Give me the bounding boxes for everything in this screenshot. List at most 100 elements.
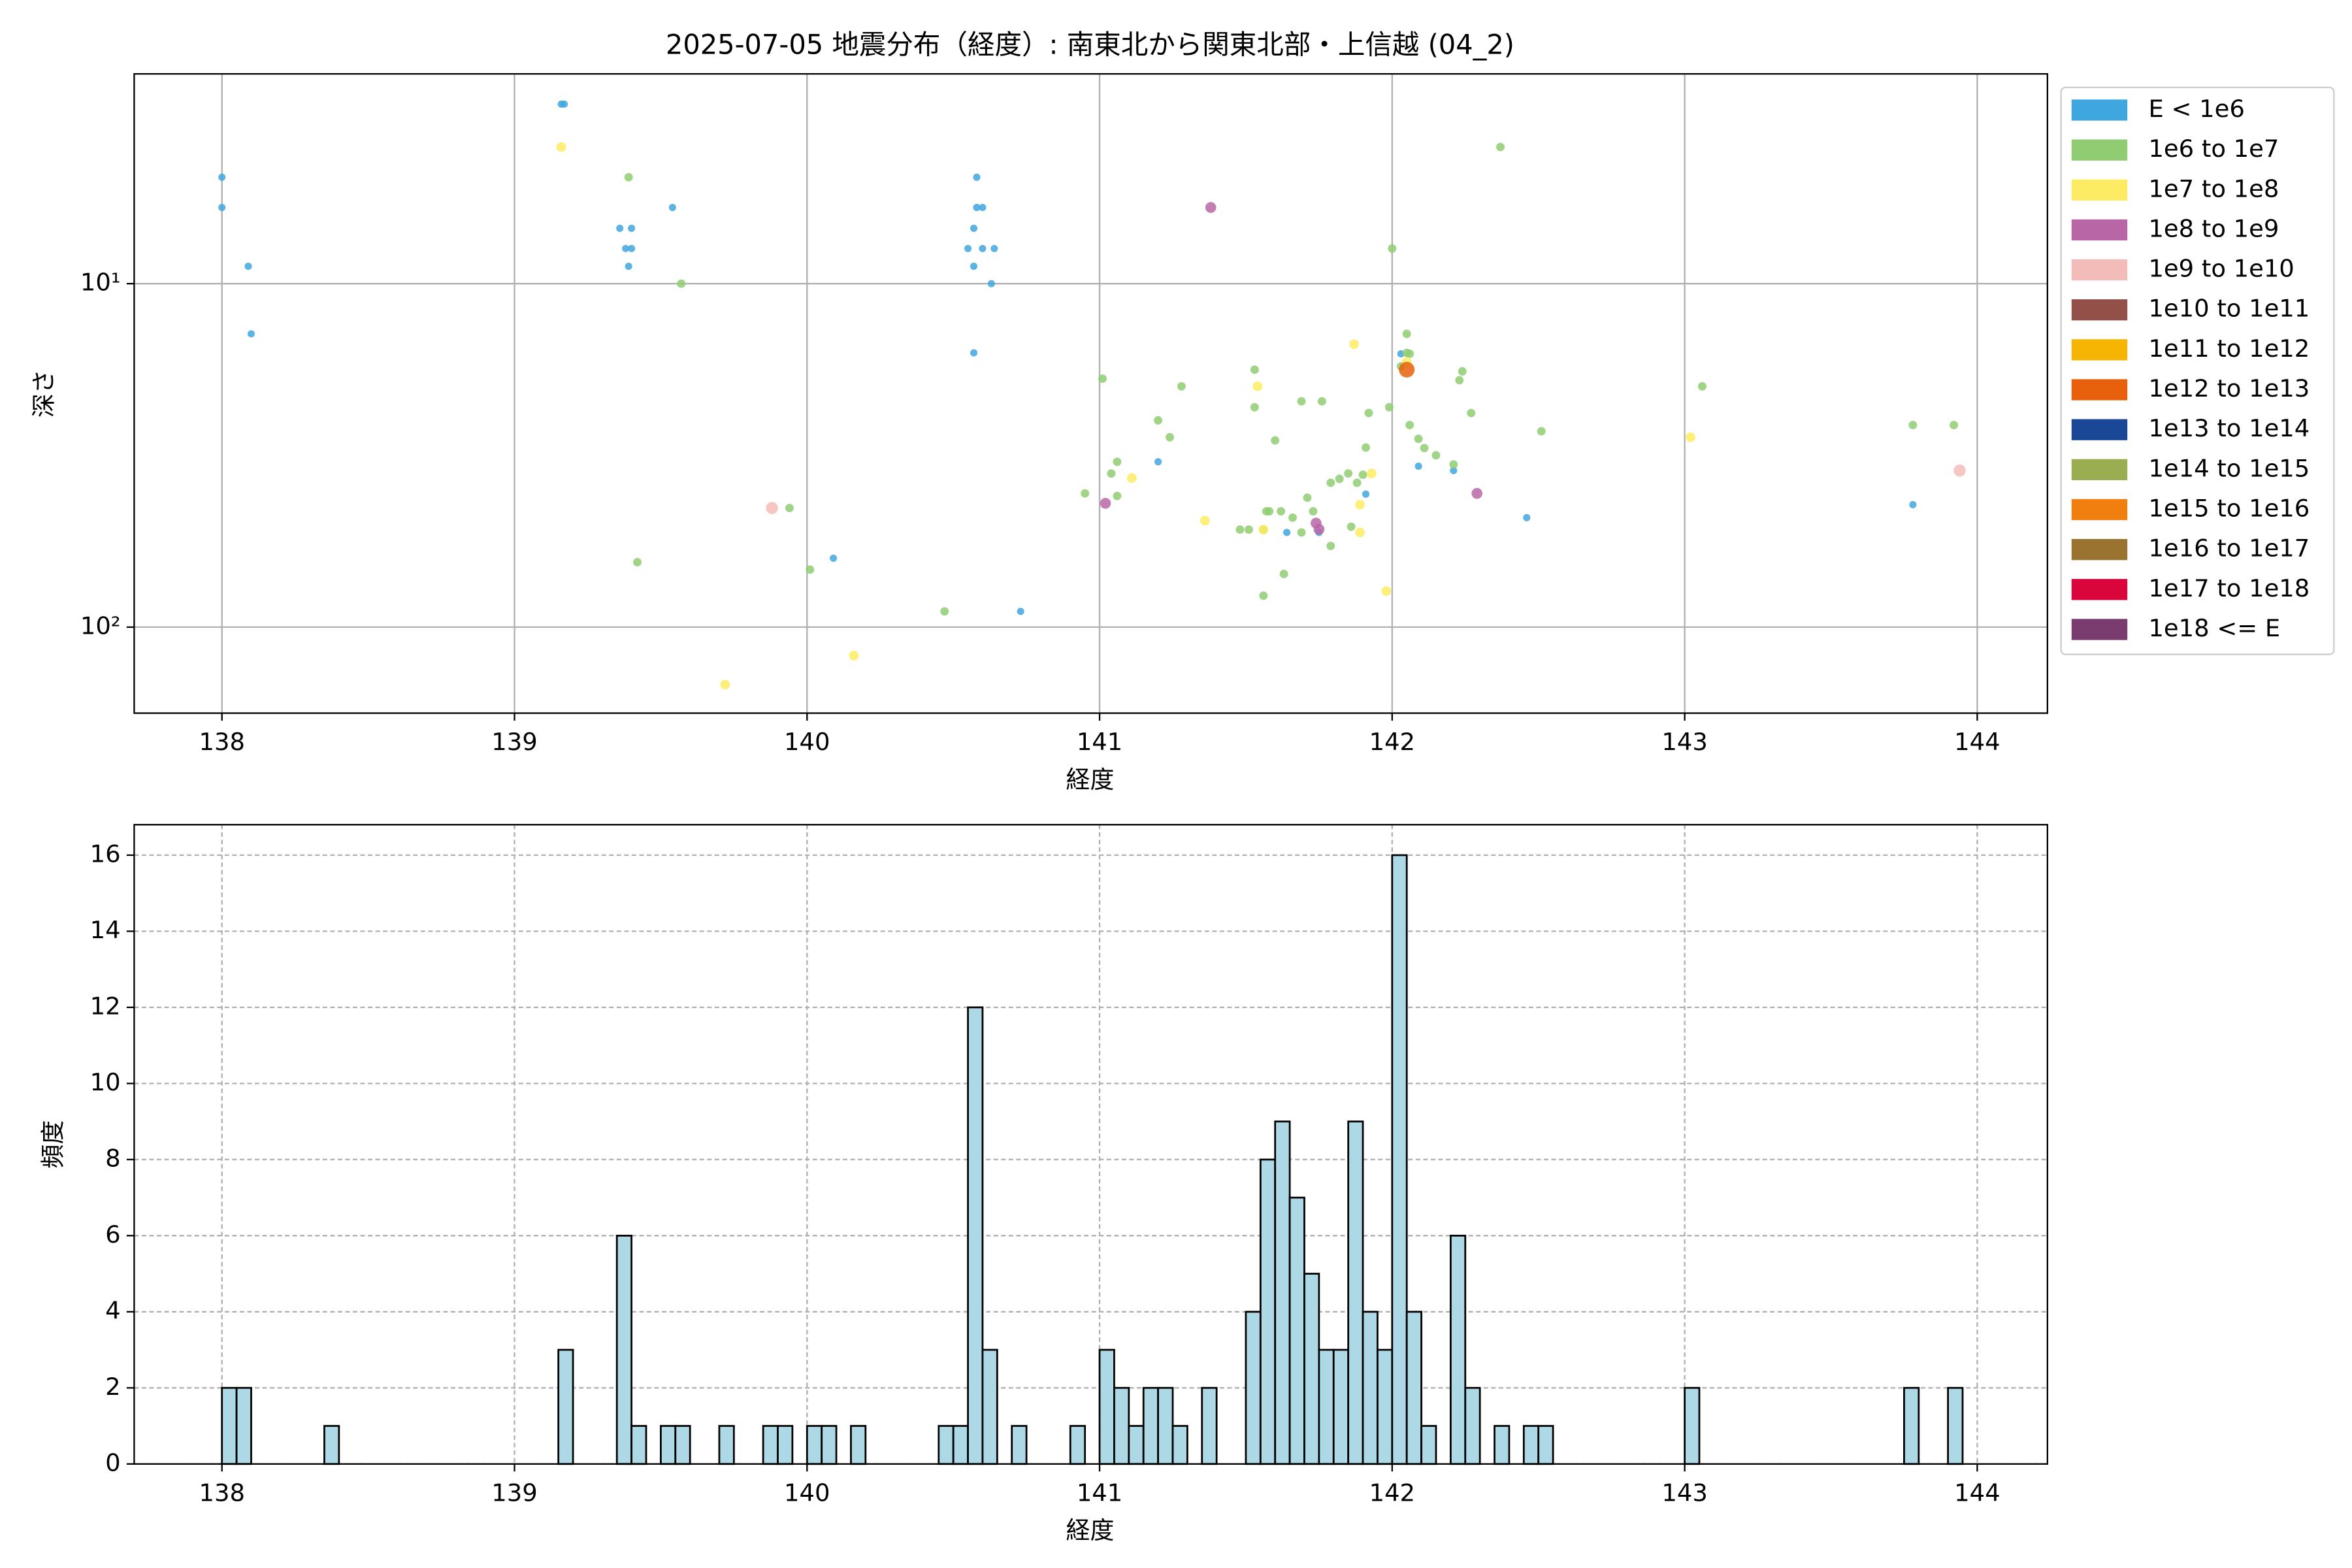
scatter-point (964, 244, 972, 252)
histogram-bar (1069, 1425, 1086, 1465)
scatter-point (1381, 586, 1392, 596)
scatter-point (1335, 474, 1344, 483)
scatter-point (1384, 402, 1394, 412)
scatter-point (1362, 443, 1370, 452)
scatter-point (1235, 525, 1245, 534)
y-tick-label: 14 (90, 916, 121, 944)
scatter-point (979, 204, 987, 212)
x-tick-label: 139 (491, 728, 537, 756)
scatter-point (1113, 491, 1122, 500)
scatter-point (1523, 514, 1531, 521)
scatter-point (979, 244, 987, 252)
scatter-point (247, 330, 255, 338)
scatter-point (561, 100, 568, 108)
scatter-point (1388, 244, 1397, 253)
scatter-point (785, 504, 794, 513)
scatter-point (1399, 361, 1415, 378)
scatter-point (1297, 397, 1306, 406)
scatter-point (1288, 513, 1298, 522)
scatter-point (990, 244, 998, 252)
scatter-point (970, 263, 978, 270)
histogram-bar (1201, 1386, 1218, 1465)
histogram-bar (1245, 1311, 1262, 1465)
scatter-point (1317, 397, 1326, 406)
scatter-point (1402, 329, 1411, 338)
scatter-point (1449, 460, 1458, 469)
scatter-point (1909, 500, 1917, 508)
histogram-bar (557, 1348, 574, 1465)
scatter-point (1953, 464, 1966, 477)
histogram-bar (1537, 1425, 1554, 1465)
histogram-bar (630, 1425, 647, 1465)
legend-swatch (2071, 539, 2128, 561)
scatter-point (1326, 542, 1335, 550)
scatter-point (1279, 569, 1288, 578)
scatter-point (218, 204, 226, 212)
scatter-point (1244, 525, 1253, 534)
histogram-bar (1011, 1425, 1028, 1465)
legend-swatch (2071, 579, 2128, 600)
histogram-bar (1157, 1386, 1174, 1465)
scatter-point (1414, 434, 1423, 444)
scatter-point (1405, 421, 1414, 430)
y-tick-label: 10 (90, 1068, 121, 1096)
legend-label: 1e16 to 1e17 (2148, 534, 2310, 563)
scatter-point (622, 244, 630, 252)
scatter-point (1100, 498, 1111, 509)
histogram-bar (1522, 1425, 1540, 1465)
legend-label: E < 1e6 (2148, 95, 2244, 123)
x-tick-label: 143 (1661, 1478, 1707, 1507)
legend-label: 1e12 to 1e13 (2148, 374, 2310, 402)
scatter-point (720, 679, 730, 690)
x-axis-label: 経度 (1066, 1516, 1115, 1544)
scatter-point (987, 280, 995, 287)
histogram-bar (1318, 1348, 1335, 1465)
histogram-bar (1332, 1348, 1350, 1465)
scatter-point (628, 244, 636, 252)
scatter-point (1420, 444, 1429, 453)
legend-box (2060, 86, 2335, 655)
scatter-point (1431, 451, 1441, 460)
histogram-bar (1347, 1120, 1364, 1465)
legend-label: 1e14 to 1e15 (2148, 454, 2310, 482)
scatter-point (1200, 515, 1210, 526)
scatter-point (1349, 339, 1359, 350)
scatter-point (766, 502, 778, 514)
scatter-point (1496, 142, 1505, 152)
scatter-point (1358, 470, 1367, 480)
histogram-bar (1113, 1386, 1130, 1465)
legend-swatch (2071, 339, 2128, 361)
scatter-point (1467, 408, 1476, 417)
scatter-point (1455, 376, 1464, 385)
x-tick-label: 142 (1369, 728, 1415, 756)
x-tick-label: 141 (1077, 728, 1122, 756)
histogram-bar (1405, 1311, 1422, 1465)
scatter-point (625, 263, 632, 270)
legend-swatch (2071, 379, 2128, 400)
scatter-point (1271, 436, 1280, 445)
histogram-bar (1274, 1120, 1291, 1465)
scatter-point (1347, 522, 1356, 531)
x-tick-label: 144 (1954, 728, 2000, 756)
scatter-point (1107, 469, 1116, 478)
x-tick-label: 138 (199, 728, 244, 756)
scatter-point (1297, 528, 1306, 537)
y-tick-label: 8 (105, 1144, 120, 1172)
scatter-point (1686, 432, 1695, 442)
histogram-bar (806, 1425, 823, 1465)
histogram-bar (850, 1425, 867, 1465)
histogram-bar (1420, 1425, 1437, 1465)
legend-swatch (2071, 459, 2128, 480)
legend-label: 1e6 to 1e7 (2148, 135, 2279, 163)
histogram-bar (1494, 1425, 1511, 1465)
scatter-point (677, 279, 686, 288)
histogram-bar (1098, 1348, 1115, 1465)
scatter-point (1154, 458, 1162, 466)
scatter-point (1283, 529, 1291, 536)
histogram-bar (1464, 1386, 1481, 1465)
legend-label: 1e18 <= E (2148, 614, 2280, 642)
histogram-bar (1684, 1386, 1701, 1465)
legend-swatch (2071, 179, 2128, 201)
histogram-bar (821, 1425, 838, 1465)
histogram-bar (221, 1386, 238, 1465)
